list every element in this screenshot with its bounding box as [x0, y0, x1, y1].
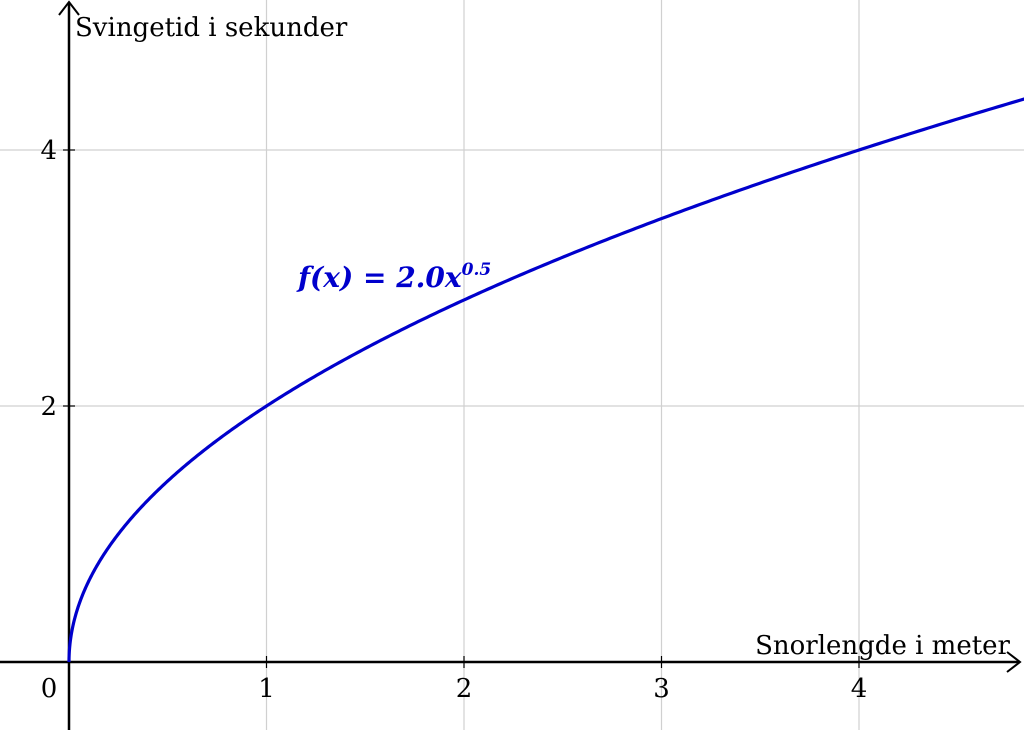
x-tick-label: 0: [41, 674, 58, 704]
x-tick-label: 3: [653, 674, 670, 704]
y-axis-arrow: [58, 0, 80, 16]
y-tick-label: 2: [40, 392, 57, 422]
y-axis-title: Svingetid i sekunder: [75, 13, 348, 43]
function-label: f(x) = 2.0x0.5: [296, 260, 491, 294]
x-tick-label: 2: [456, 674, 473, 704]
ticks-layer: 0 1 2 3 4 2 4: [40, 136, 867, 704]
x-axis-arrow: [1006, 651, 1022, 673]
function-label-exponent: 0.5: [462, 260, 492, 280]
series-layer: [67, 97, 1024, 663]
x-tick-label: 4: [851, 674, 868, 704]
x-axis-title: Snorlengde i meter: [755, 631, 1010, 661]
function-label-main: f(x) = 2.0x: [296, 261, 462, 294]
x-tick-label: 1: [258, 674, 275, 704]
series-line: [67, 97, 1024, 663]
y-tick-label: 4: [40, 136, 57, 166]
